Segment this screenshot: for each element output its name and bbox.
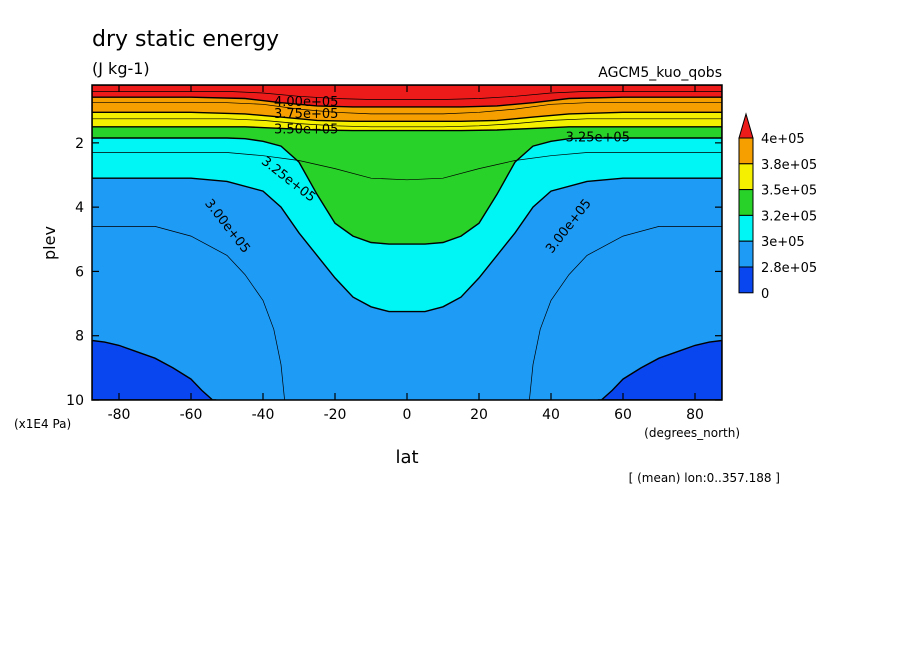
contour-fill-region [92,339,217,400]
x-axis-label: lat [395,447,418,468]
colorbar-label: 3.5e+05 [761,184,817,199]
y-tick-label: 8 [75,329,84,345]
plot-area [92,85,722,400]
colorbar-label: 3.8e+05 [761,158,817,173]
chart-subtitle: (J kg-1) [92,59,150,78]
thin-contour-line [92,226,285,400]
colorbar-swatch [738,137,754,165]
filled-contours [92,85,722,400]
y-axis-label: plev [40,226,59,260]
colorbar-arrow [738,112,754,139]
contour-fill-region [92,85,722,108]
averaging-note: [ (mean) lon:0..357.188 ] [629,471,780,485]
y-tick-label: 10 [66,393,84,409]
x-axis-units: (degrees_north) [644,426,740,440]
colorbar-swatch [738,266,754,294]
colorbar: 4e+05 3.8e+05 3.5e+05 3.2e+05 3e+05 2.8e+05 0 [738,112,817,302]
thin-contour-line [92,91,722,100]
y-axis-ticks: 2 4 6 8 10 [66,136,722,409]
contour-fill-region [597,339,722,400]
colorbar-label: 4e+05 [761,132,805,147]
thin-contour-line [529,226,722,400]
x-axis-ticks: -80 -60 -40 -20 0 20 40 60 80 [108,85,704,423]
experiment-name: AGCM5_kuo_qobs [598,65,722,81]
chart-title: dry static energy [92,27,279,52]
x-tick-label: 60 [614,407,632,423]
x-tick-label: -40 [252,407,275,423]
x-tick-label: 20 [470,407,488,423]
y-tick-label: 2 [75,136,84,152]
thin-contour-line [92,118,722,128]
contour-label: 3.75e+05 [274,107,338,122]
thin-contour-line [92,152,722,181]
colorbar-label: 0 [761,287,769,302]
colorbar-swatch [738,214,754,242]
colorbar-label: 2.8e+05 [761,261,817,276]
colorbar-swatch [738,240,754,268]
y-axis-units: (x1E4 Pa) [14,417,71,431]
x-tick-label: 40 [542,407,560,423]
y-tick-label: 4 [75,200,84,216]
thin-contours [92,91,722,400]
thin-contour-line [92,102,722,115]
x-tick-label: 0 [403,407,412,423]
colorbar-label: 3.2e+05 [761,209,817,224]
colorbar-label: 3e+05 [761,235,805,250]
contour-label: 4.00e+05 [274,95,338,110]
contour-label: 3.25e+05 [566,131,630,146]
y-tick-label: 6 [75,264,84,280]
x-tick-label: -80 [108,407,131,423]
contour-label: 3.50e+05 [274,123,338,138]
x-tick-label: -20 [324,407,347,423]
x-tick-label: 80 [686,407,704,423]
x-tick-label: -60 [180,407,203,423]
colorbar-swatch [738,163,754,191]
colorbar-swatch [738,189,754,216]
